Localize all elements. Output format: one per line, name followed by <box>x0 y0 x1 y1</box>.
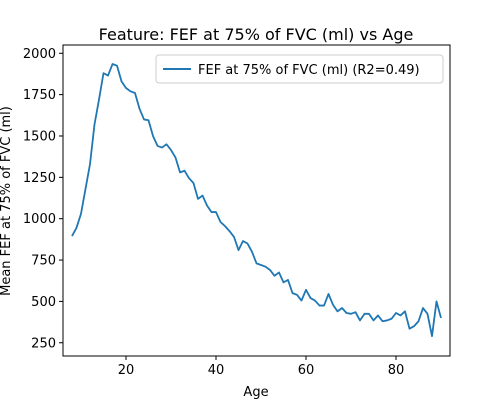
x-tick-label: 80 <box>388 363 405 378</box>
series-layer <box>71 63 442 338</box>
x-tick-label: 20 <box>118 363 135 378</box>
y-tick-label: 1250 <box>23 171 56 186</box>
x-axis: 20 40 60 80 <box>118 356 405 378</box>
x-tick-label: 60 <box>298 363 315 378</box>
legend-box <box>155 54 444 84</box>
legend: FEF at 75% of FVC (ml) (R2=0.49) <box>155 54 444 84</box>
y-tick-label: 500 <box>31 295 56 310</box>
legend-series-label: FEF at 75% of FVC (ml) (R2=0.49) <box>198 63 420 78</box>
y-axis-label: Mean FEF at 75% of FVC (ml) <box>0 106 14 296</box>
plot-frame <box>62 44 451 357</box>
plot-area: 20 40 60 80 250 500 750 1000 1250 1500 1750 2000 <box>23 44 451 378</box>
y-tick-label: 1750 <box>23 88 56 103</box>
x-tick-label: 40 <box>208 363 225 378</box>
y-tick-label: 1500 <box>23 129 56 144</box>
x-axis-label: Age <box>243 385 268 400</box>
y-tick-label: 750 <box>31 254 56 269</box>
y-axis: 250 500 750 1000 1250 1500 1750 2000 <box>23 47 63 351</box>
chart-title: Feature: FEF at 75% of FVC (ml) vs Age <box>99 25 414 44</box>
series-line-0 <box>71 63 442 338</box>
y-tick-label: 2000 <box>23 47 56 62</box>
y-tick-label: 1000 <box>23 212 56 227</box>
y-tick-label: 250 <box>31 336 56 351</box>
